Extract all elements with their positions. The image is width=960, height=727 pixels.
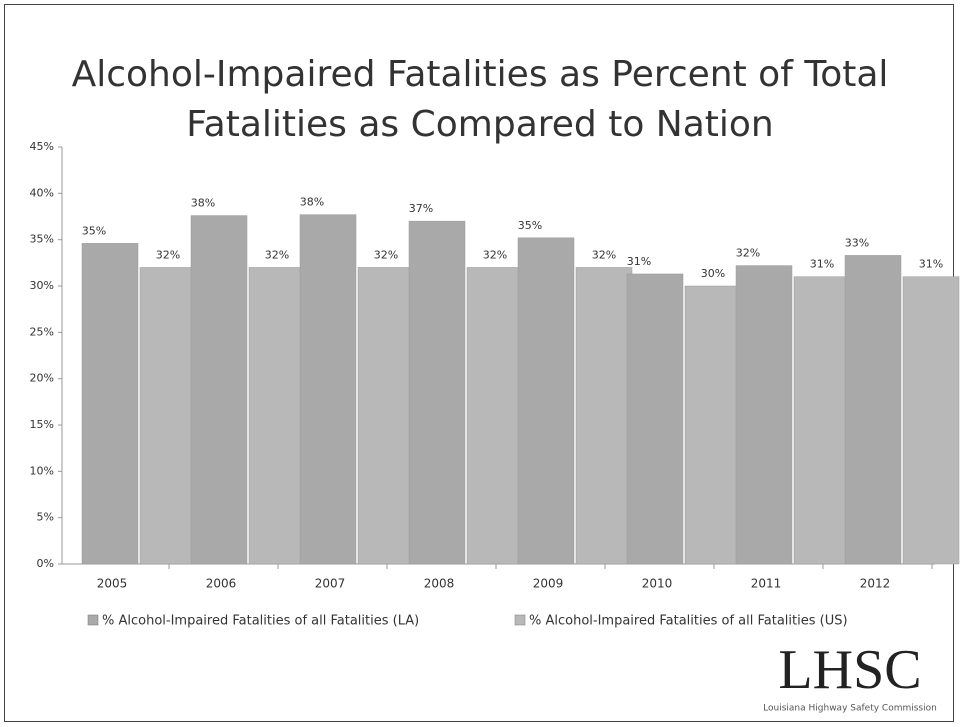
x-tick-label: 2011 xyxy=(751,577,782,591)
data-label: 30% xyxy=(701,267,725,280)
bar xyxy=(575,267,633,565)
bar xyxy=(248,267,306,565)
data-label: 33% xyxy=(845,236,869,249)
x-tick-label: 2010 xyxy=(642,577,673,591)
data-label: 38% xyxy=(191,197,215,210)
data-label: 31% xyxy=(919,258,943,271)
legend-label: % Alcohol-Impaired Fatalities of all Fat… xyxy=(102,614,419,629)
legend-swatch xyxy=(87,614,99,626)
data-label: 35% xyxy=(518,219,542,232)
data-label: 32% xyxy=(483,248,507,261)
bar xyxy=(844,255,902,565)
data-label: 32% xyxy=(156,248,180,261)
y-tick-label: 10% xyxy=(30,464,54,477)
bar xyxy=(408,220,466,565)
bar xyxy=(466,267,524,565)
bar xyxy=(735,265,793,565)
data-label: 32% xyxy=(592,248,616,261)
bar xyxy=(357,267,415,565)
chart-title: Alcohol-Impaired Fatalities as Percent o… xyxy=(71,54,889,145)
y-tick-label: 5% xyxy=(37,511,54,524)
bar xyxy=(190,215,248,565)
data-label: 31% xyxy=(810,258,834,271)
bar xyxy=(684,285,742,565)
bar xyxy=(793,276,851,565)
data-label: 35% xyxy=(82,224,106,237)
y-tick-label: 0% xyxy=(37,557,54,570)
y-tick-label: 15% xyxy=(30,418,54,431)
bar xyxy=(626,273,684,565)
x-tick-label: 2009 xyxy=(533,577,564,591)
data-label: 31% xyxy=(627,255,651,268)
x-tick-label: 2006 xyxy=(206,577,237,591)
data-label: 37% xyxy=(409,202,433,215)
logo-text: LHSC xyxy=(778,639,921,701)
bar xyxy=(81,243,139,565)
x-tick-label: 2008 xyxy=(424,577,455,591)
y-tick-label: 35% xyxy=(30,233,54,246)
y-tick-label: 45% xyxy=(30,140,54,153)
legend-label: % Alcohol-Impaired Fatalities of all Fat… xyxy=(529,614,848,629)
y-tick-label: 30% xyxy=(30,279,54,292)
y-tick-label: 25% xyxy=(30,325,54,338)
x-tick-label: 2012 xyxy=(860,577,891,591)
y-tick-label: 40% xyxy=(30,186,54,199)
x-tick-label: 2005 xyxy=(97,577,128,591)
legend-swatch xyxy=(514,614,526,626)
bar xyxy=(517,237,575,565)
bar xyxy=(902,276,960,565)
data-label: 32% xyxy=(374,248,398,261)
data-label: 32% xyxy=(265,248,289,261)
logo-subtitle: Louisiana Highway Safety Commission xyxy=(763,704,937,714)
bar xyxy=(139,267,197,565)
bar xyxy=(299,214,357,565)
x-tick-label: 2007 xyxy=(315,577,346,591)
data-label: 38% xyxy=(300,196,324,209)
data-label: 32% xyxy=(736,247,760,260)
y-tick-label: 20% xyxy=(30,372,54,385)
